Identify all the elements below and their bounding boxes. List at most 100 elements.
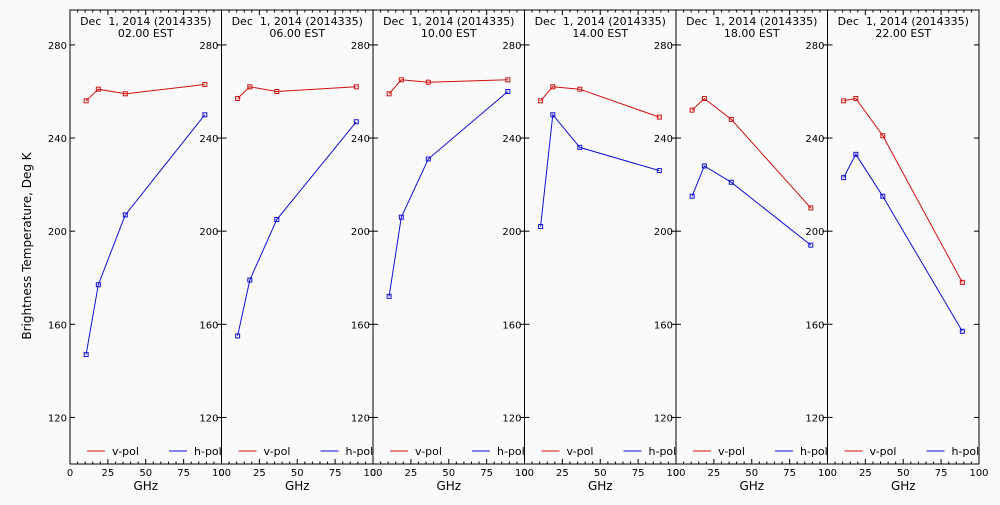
- y-tick-label: 280: [199, 41, 218, 52]
- x-axis-label: GHz: [436, 479, 461, 493]
- y-tick-label: 280: [48, 41, 67, 52]
- y-tick-label: 240: [654, 134, 673, 145]
- data-point-h-pol: [853, 151, 859, 157]
- x-tick-label: 100: [515, 468, 534, 479]
- legend-label-v-pol: v-pol: [264, 445, 291, 458]
- data-point-h-pol: [247, 277, 253, 283]
- y-tick-label: 200: [654, 227, 673, 238]
- y-axis-label: Brightness Temperature, Deg K: [20, 151, 34, 339]
- x-tick-label: 50: [442, 468, 455, 479]
- x-tick-label: 50: [745, 468, 758, 479]
- y-tick-label: 200: [502, 227, 521, 238]
- data-point-h-pol: [689, 193, 695, 199]
- x-tick-label: 25: [708, 468, 721, 479]
- y-tick-label: 160: [502, 320, 521, 331]
- y-tick-label: 280: [654, 41, 673, 52]
- data-point-h-pol: [95, 282, 101, 288]
- y-tick-label: 280: [351, 41, 370, 52]
- panel-title-date: Dec 1, 2014 (2014335): [838, 15, 969, 28]
- data-point-v-pol: [425, 79, 431, 85]
- data-point-v-pol: [959, 279, 965, 285]
- panel-title-date: Dec 1, 2014 (2014335): [535, 15, 666, 28]
- legend-label-v-pol: v-pol: [718, 445, 745, 458]
- series-line-v-pol: [540, 86, 660, 118]
- series-line-v-pol: [85, 84, 205, 102]
- data-point-v-pol: [247, 84, 253, 90]
- data-point-v-pol: [550, 84, 556, 90]
- y-tick-label: 200: [805, 227, 824, 238]
- data-point-h-pol: [274, 217, 280, 223]
- panel-title-time: 14.00 EST: [572, 27, 628, 40]
- data-point-v-pol: [538, 98, 544, 104]
- data-point-v-pol: [853, 95, 859, 101]
- y-tick-label: 120: [199, 413, 218, 424]
- y-tick-label: 160: [805, 320, 824, 331]
- y-tick-label: 160: [199, 320, 218, 331]
- y-tick-label: 240: [502, 134, 521, 145]
- data-point-v-pol: [235, 95, 241, 101]
- data-point-h-pol: [728, 179, 734, 185]
- y-tick-label: 200: [351, 227, 370, 238]
- legend-label-h-pol: h-pol: [194, 445, 222, 458]
- data-point-h-pol: [656, 168, 662, 174]
- y-tick-label: 200: [48, 227, 67, 238]
- x-tick-label: 75: [329, 468, 342, 479]
- data-point-v-pol: [353, 84, 359, 90]
- x-axis-label: GHz: [891, 479, 916, 493]
- y-tick-label: 160: [48, 320, 67, 331]
- x-tick-label: 25: [253, 468, 266, 479]
- x-tick-label: 25: [556, 468, 569, 479]
- series-line-v-pol: [843, 97, 963, 283]
- data-point-v-pol: [122, 91, 128, 97]
- y-tick-label: 120: [502, 413, 521, 424]
- legend-label-h-pol: h-pol: [497, 445, 525, 458]
- y-tick-label: 120: [351, 413, 370, 424]
- data-point-h-pol: [538, 224, 544, 230]
- data-point-h-pol: [505, 88, 511, 94]
- x-axis-label: GHz: [588, 479, 613, 493]
- data-point-v-pol: [386, 91, 392, 97]
- y-tick-label: 240: [199, 134, 218, 145]
- y-tick-label: 240: [805, 134, 824, 145]
- panel-title-date: Dec 1, 2014 (2014335): [232, 15, 363, 28]
- data-point-v-pol: [274, 88, 280, 94]
- data-point-h-pol: [808, 242, 814, 248]
- data-point-v-pol: [83, 98, 89, 104]
- x-tick-label: 75: [935, 468, 948, 479]
- y-tick-label: 160: [654, 320, 673, 331]
- data-point-h-pol: [425, 156, 431, 162]
- x-tick-label: 75: [177, 468, 190, 479]
- panel-6: Dec 1, 2014 (2014335)22.00 EST 120 160 200 2…: [805, 9, 989, 493]
- series-line-h-pol: [388, 91, 509, 297]
- x-tick-label: 0: [67, 468, 73, 479]
- panel-title-time: 02.00 EST: [118, 27, 174, 40]
- data-point-h-pol: [701, 163, 707, 169]
- panel-title-time: 10.00 EST: [421, 27, 477, 40]
- data-point-h-pol: [577, 144, 583, 150]
- x-tick-label: 50: [594, 468, 607, 479]
- data-point-h-pol: [122, 212, 128, 218]
- data-point-v-pol: [398, 77, 404, 83]
- x-tick-label: 25: [405, 468, 418, 479]
- legend-label-h-pol: h-pol: [346, 445, 374, 458]
- legend-label-h-pol: h-pol: [952, 445, 980, 458]
- series-line-h-pol: [691, 165, 812, 246]
- data-point-v-pol: [841, 98, 847, 104]
- series-line-h-pol: [843, 153, 963, 332]
- data-point-v-pol: [505, 77, 511, 83]
- data-point-h-pol: [353, 119, 359, 125]
- data-point-h-pol: [550, 112, 556, 118]
- legend-label-v-pol: v-pol: [415, 445, 442, 458]
- panel-3: Dec 1, 2014 (2014335)10.00 EST 120 160 200 2…: [351, 9, 534, 493]
- x-tick-label: 25: [102, 468, 115, 479]
- series-line-h-pol: [540, 113, 660, 227]
- data-point-h-pol: [959, 328, 965, 334]
- legend-label-h-pol: h-pol: [649, 445, 677, 458]
- panel-5: Dec 1, 2014 (2014335)18.00 EST 120 160 200 2…: [654, 9, 837, 493]
- data-point-v-pol: [577, 86, 583, 92]
- data-point-h-pol: [398, 214, 404, 220]
- panel-title-time: 06.00 EST: [269, 27, 325, 40]
- x-tick-label: 50: [897, 468, 910, 479]
